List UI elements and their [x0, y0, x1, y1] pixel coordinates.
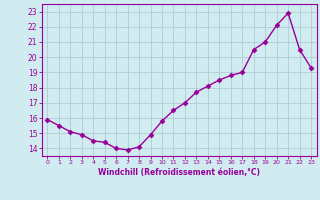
X-axis label: Windchill (Refroidissement éolien,°C): Windchill (Refroidissement éolien,°C) [98, 168, 260, 177]
